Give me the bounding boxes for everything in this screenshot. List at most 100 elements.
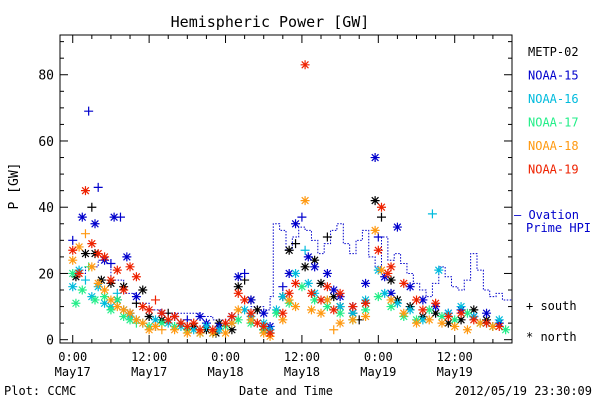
data-point-north bbox=[376, 202, 386, 212]
marker-glyph bbox=[291, 268, 301, 278]
data-point-north bbox=[386, 302, 396, 312]
marker-glyph bbox=[376, 202, 386, 212]
data-point-north bbox=[150, 315, 160, 325]
x-tick-label-time: 12:00 bbox=[437, 350, 473, 364]
data-point-north bbox=[310, 295, 320, 305]
marker-glyph bbox=[93, 182, 103, 192]
data-point-south bbox=[329, 325, 339, 335]
y-tick-label: 20 bbox=[38, 267, 54, 282]
data-point-north bbox=[412, 295, 422, 305]
marker-glyph bbox=[87, 262, 97, 272]
data-point-north bbox=[300, 262, 310, 272]
data-point-north bbox=[443, 318, 453, 328]
x-tick-label-date: May18 bbox=[284, 365, 320, 379]
marker-glyph bbox=[112, 295, 122, 305]
marker-glyph bbox=[380, 288, 390, 298]
data-point-north bbox=[335, 302, 345, 312]
data-point-north bbox=[246, 308, 256, 318]
marker-glyph bbox=[109, 212, 119, 222]
x-tick-label-time: 12:00 bbox=[284, 350, 320, 364]
marker-glyph bbox=[122, 252, 132, 262]
marker-glyph bbox=[100, 285, 110, 295]
data-point-south bbox=[322, 232, 332, 242]
data-point-north bbox=[399, 308, 409, 318]
marker-glyph bbox=[310, 255, 320, 265]
data-point-north bbox=[405, 305, 415, 315]
marker-glyph bbox=[316, 295, 326, 305]
marker-glyph bbox=[383, 268, 393, 278]
data-point-north bbox=[501, 325, 511, 335]
marker-glyph bbox=[386, 295, 396, 305]
marker-glyph bbox=[68, 255, 78, 265]
data-point-north bbox=[131, 315, 141, 325]
marker-glyph bbox=[144, 325, 154, 335]
data-point-north bbox=[412, 318, 422, 328]
marker-glyph bbox=[100, 252, 110, 262]
data-point-north bbox=[303, 252, 313, 262]
marker-glyph bbox=[322, 282, 332, 292]
marker-glyph bbox=[74, 242, 84, 252]
marker-glyph bbox=[252, 318, 262, 328]
data-point-north bbox=[125, 315, 135, 325]
marker-glyph bbox=[150, 315, 160, 325]
data-point-north bbox=[456, 302, 466, 312]
legend-marker-north: * north bbox=[526, 330, 577, 344]
data-point-north bbox=[252, 305, 262, 315]
marker-glyph bbox=[195, 312, 205, 322]
marker-glyph bbox=[322, 295, 332, 305]
marker-glyph bbox=[163, 315, 173, 325]
marker-glyph bbox=[80, 229, 90, 239]
y-tick-label: 0 bbox=[46, 334, 54, 349]
marker-glyph bbox=[462, 308, 472, 318]
marker-glyph bbox=[240, 268, 250, 278]
legend-ovation-line2: Prime HPI bbox=[526, 221, 591, 235]
data-point-north bbox=[383, 268, 393, 278]
data-point-north bbox=[494, 321, 504, 331]
data-point-north bbox=[322, 302, 332, 312]
data-point-north bbox=[157, 318, 167, 328]
data-point-north bbox=[100, 285, 110, 295]
marker-glyph bbox=[100, 292, 110, 302]
marker-glyph bbox=[106, 275, 116, 285]
data-point-north bbox=[392, 222, 402, 232]
data-point-south bbox=[84, 106, 94, 116]
marker-glyph bbox=[112, 265, 122, 275]
marker-glyph bbox=[208, 325, 218, 335]
data-point-north bbox=[112, 265, 122, 275]
marker-glyph bbox=[150, 321, 160, 331]
legend-series-noaa-19: NOAA-19 bbox=[528, 163, 579, 177]
marker-glyph bbox=[405, 282, 415, 292]
marker-glyph bbox=[373, 292, 383, 302]
data-point-north bbox=[431, 298, 441, 308]
marker-glyph bbox=[373, 232, 383, 242]
data-point-south bbox=[150, 295, 160, 305]
marker-glyph bbox=[246, 315, 256, 325]
marker-glyph bbox=[221, 318, 231, 328]
marker-glyph bbox=[370, 153, 380, 163]
x-axis-label: Date and Time bbox=[239, 384, 333, 398]
data-point-north bbox=[348, 302, 358, 312]
data-point-north bbox=[418, 305, 428, 315]
marker-glyph bbox=[370, 196, 380, 206]
data-point-north bbox=[392, 298, 402, 308]
marker-glyph bbox=[227, 318, 237, 328]
marker-glyph bbox=[68, 235, 78, 245]
data-point-north bbox=[221, 328, 231, 338]
data-point-north bbox=[310, 255, 320, 265]
marker-glyph bbox=[144, 305, 154, 315]
data-point-north bbox=[68, 245, 78, 255]
legend: METP-02 NOAA-15 NOAA-16 NOAA-17 NOAA-18 NOAA-… bbox=[514, 45, 591, 344]
data-point-north bbox=[322, 282, 332, 292]
data-point-north bbox=[329, 305, 339, 315]
marker-glyph bbox=[456, 315, 466, 325]
data-point-south bbox=[240, 268, 250, 278]
data-point-north bbox=[144, 312, 154, 322]
marker-glyph bbox=[297, 212, 307, 222]
data-point-north bbox=[138, 302, 148, 312]
marker-glyph bbox=[246, 308, 256, 318]
marker-glyph bbox=[291, 302, 301, 312]
data-point-north bbox=[278, 308, 288, 318]
data-point-north bbox=[80, 186, 90, 196]
data-point-north bbox=[233, 315, 243, 325]
data-point-north bbox=[437, 318, 447, 328]
